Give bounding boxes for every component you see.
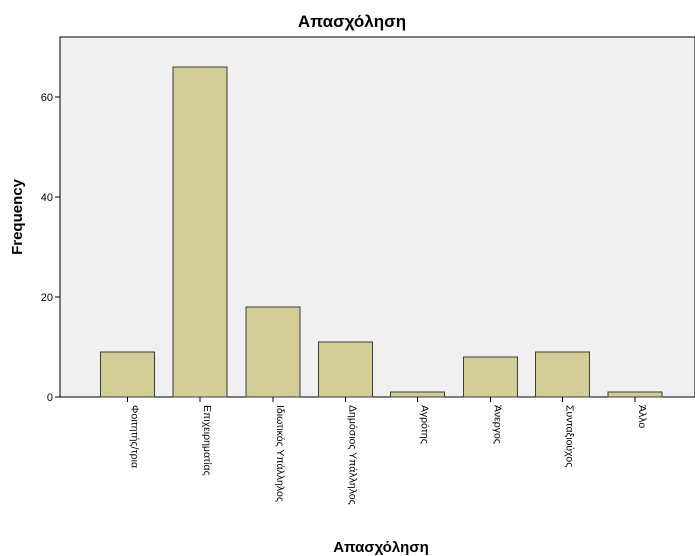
x-category-label: Συνταξιούχος <box>564 405 576 467</box>
x-category-label: Φοιτητής/τρια <box>129 405 141 468</box>
x-axis-ticks: Φοιτητής/τρια Επιχειρηματίας Ιδιωτικός Υπά… <box>127 397 648 505</box>
y-tick-label: 0 <box>47 392 53 404</box>
chart-title: Απασχόληση <box>298 12 406 31</box>
bar <box>463 356 518 398</box>
y-axis-label: Frequency <box>9 178 26 255</box>
y-tick-label: 40 <box>41 192 53 204</box>
x-category-label: Άνεργος <box>492 405 504 444</box>
y-tick-label: 60 <box>41 92 53 104</box>
y-tick-label: 20 <box>41 292 53 304</box>
x-category-label: Άλλο <box>636 405 648 428</box>
bar <box>172 66 228 398</box>
x-category-label: Δημόσιος Υπάλληλος <box>347 405 359 505</box>
x-category-label: Ιδιωτικός Υπάλληλος <box>274 405 286 502</box>
y-axis-ticks: 0 20 40 60 <box>41 92 60 404</box>
plot-area <box>59 36 695 398</box>
x-axis-label: Απασχόληση <box>333 539 429 556</box>
bar <box>100 351 155 398</box>
x-category-label: Επιχειρηματίας <box>201 405 213 476</box>
bar <box>607 391 663 398</box>
bar <box>318 341 373 398</box>
x-category-label: Αγρότης <box>419 405 431 444</box>
bar <box>535 351 590 398</box>
bar <box>245 306 301 398</box>
bar <box>390 391 445 398</box>
